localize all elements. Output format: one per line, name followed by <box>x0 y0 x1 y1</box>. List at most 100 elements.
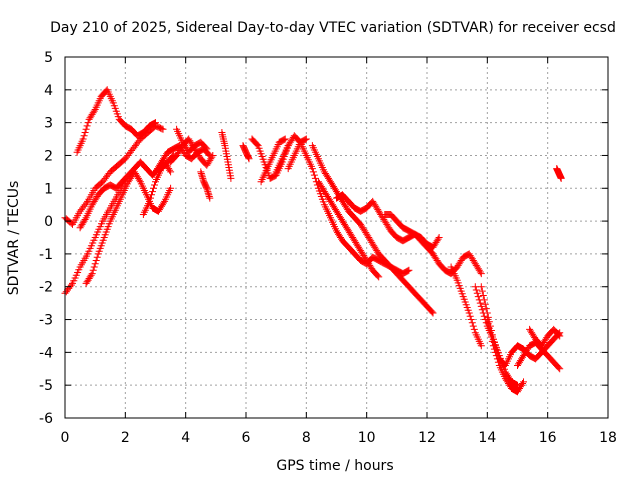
data-point <box>469 322 477 330</box>
data-point <box>492 352 500 360</box>
data-point <box>489 342 497 350</box>
data-point <box>483 316 491 323</box>
data-point <box>477 283 485 291</box>
data-point <box>281 135 289 143</box>
data-point <box>167 168 175 176</box>
y-tick-label: -1 <box>39 247 53 263</box>
x-tick-label: 18 <box>599 430 617 446</box>
data-point <box>486 329 494 337</box>
data-point <box>485 324 493 332</box>
data-point <box>82 125 90 133</box>
data-point <box>513 381 520 389</box>
series-arc-02 <box>61 178 129 297</box>
y-tick-labels: -6 -5 -4 -3 -2 -1 0 1 2 3 4 5 <box>39 50 53 427</box>
data-point <box>84 119 92 127</box>
data-point <box>93 253 101 261</box>
data-point <box>90 107 98 115</box>
series-arc-04 <box>82 168 175 287</box>
data-point <box>477 342 485 350</box>
data-point <box>428 308 436 316</box>
data-point <box>476 268 484 276</box>
data-point <box>159 125 167 133</box>
data-point <box>91 260 99 268</box>
x-tick-labels: 0 2 4 6 8 10 12 14 16 18 <box>61 430 617 446</box>
y-tick-label: -5 <box>39 378 53 394</box>
data-point <box>476 299 484 307</box>
data-point <box>429 309 437 317</box>
series-arc-05 <box>76 158 175 232</box>
data-point <box>487 333 495 341</box>
series-arc-25 <box>483 316 527 396</box>
data-point <box>253 141 261 148</box>
data-point <box>81 129 89 136</box>
data-point <box>519 380 526 387</box>
data-point <box>375 273 383 281</box>
data-point <box>88 270 96 278</box>
data-point <box>202 144 210 152</box>
x-tick-label: 2 <box>121 430 130 446</box>
x-tick-label: 10 <box>358 430 376 446</box>
data-point <box>203 145 211 153</box>
x-tick-label: 4 <box>181 430 190 446</box>
data-point <box>480 312 488 320</box>
x-tick-label: 12 <box>418 430 436 446</box>
grid-lines <box>65 57 608 418</box>
series-arc-18 <box>308 142 413 278</box>
data-point <box>309 168 317 176</box>
data-point <box>148 191 155 199</box>
data-point <box>151 119 158 127</box>
data-point <box>491 348 499 356</box>
data-point <box>520 378 527 386</box>
data-point <box>90 263 98 271</box>
data-points <box>61 86 565 396</box>
series-arc-12 <box>239 142 253 163</box>
y-tick-label: 1 <box>44 181 53 197</box>
data-point <box>482 305 490 313</box>
data-point <box>490 345 498 353</box>
data-point <box>478 306 486 314</box>
data-point <box>311 174 319 182</box>
series-arc-28 <box>553 165 565 182</box>
axis-ticks <box>64 56 609 419</box>
data-point <box>483 309 491 317</box>
data-point <box>67 281 75 289</box>
plot-frame <box>64 56 609 419</box>
data-point <box>468 319 476 327</box>
data-point <box>135 176 143 184</box>
series-arc-09 <box>173 125 211 156</box>
data-point <box>480 296 488 304</box>
data-point <box>556 365 564 373</box>
y-tick-label: -6 <box>39 411 53 427</box>
data-point <box>166 166 174 174</box>
x-tick-label: 8 <box>302 430 311 446</box>
y-tick-label: -3 <box>39 313 53 329</box>
data-point <box>92 257 100 264</box>
data-point <box>152 119 159 127</box>
data-point <box>477 302 485 310</box>
series-arc-27 <box>526 325 564 350</box>
series-arc-16 <box>284 135 310 173</box>
data-point <box>493 355 501 363</box>
series-arc-23 <box>471 283 521 389</box>
data-point <box>471 283 479 291</box>
x-tick-label: 6 <box>242 430 251 446</box>
data-point <box>310 171 318 179</box>
y-tick-label: -2 <box>39 280 53 296</box>
series-arc-19 <box>314 178 383 281</box>
data-point <box>477 270 485 278</box>
data-point <box>556 332 564 340</box>
data-point <box>245 155 253 163</box>
y-tick-label: 5 <box>44 50 53 66</box>
x-tick-label: 0 <box>61 430 70 446</box>
data-point <box>466 312 474 320</box>
y-tick-label: 3 <box>44 116 53 132</box>
data-point <box>472 286 480 294</box>
data-point <box>79 135 87 143</box>
data-point <box>301 136 309 144</box>
data-point <box>434 235 442 243</box>
x-tick-label: 16 <box>539 430 557 446</box>
series-arc-06 <box>139 152 178 218</box>
data-point <box>147 194 154 202</box>
data-point <box>82 199 90 207</box>
data-point <box>83 122 91 130</box>
